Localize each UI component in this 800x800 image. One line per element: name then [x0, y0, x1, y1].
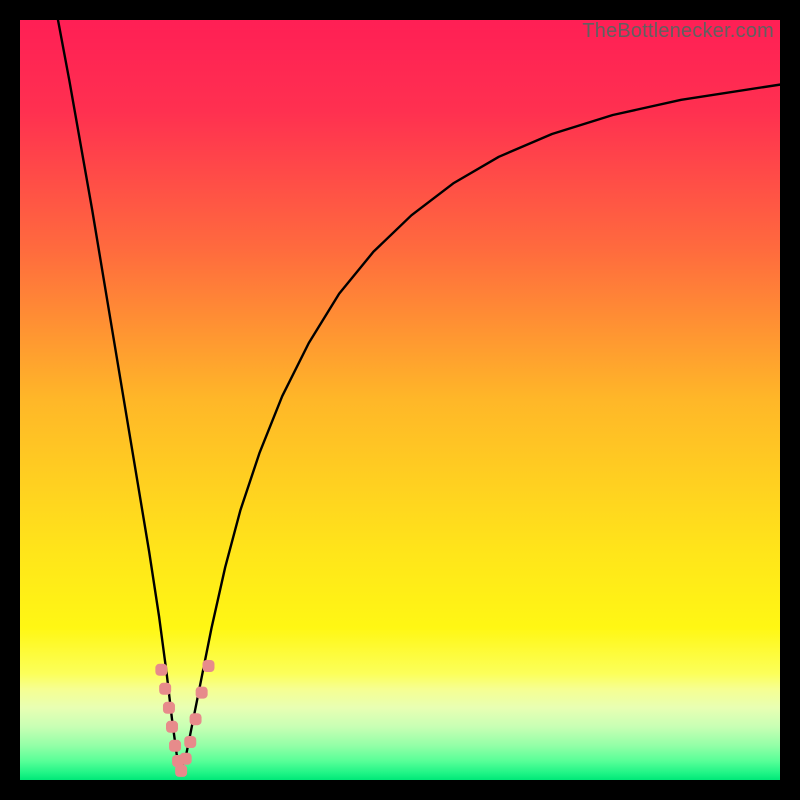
bottleneck-chart: TheBottlenecker.com: [0, 0, 800, 800]
marker-point: [175, 765, 187, 777]
marker-point: [190, 713, 202, 725]
marker-point: [159, 683, 171, 695]
marker-point: [163, 702, 175, 714]
watermark-text: TheBottlenecker.com: [582, 20, 774, 43]
plot-area: TheBottlenecker.com: [20, 20, 780, 780]
curve-left: [58, 20, 180, 772]
marker-point: [155, 664, 167, 676]
marker-point: [202, 660, 214, 672]
marker-point: [180, 753, 192, 765]
marker-point: [169, 740, 181, 752]
curve-right: [180, 85, 780, 773]
marker-point: [196, 687, 208, 699]
marker-point: [184, 736, 196, 748]
marker-point: [166, 721, 178, 733]
curves-svg: [20, 20, 780, 780]
